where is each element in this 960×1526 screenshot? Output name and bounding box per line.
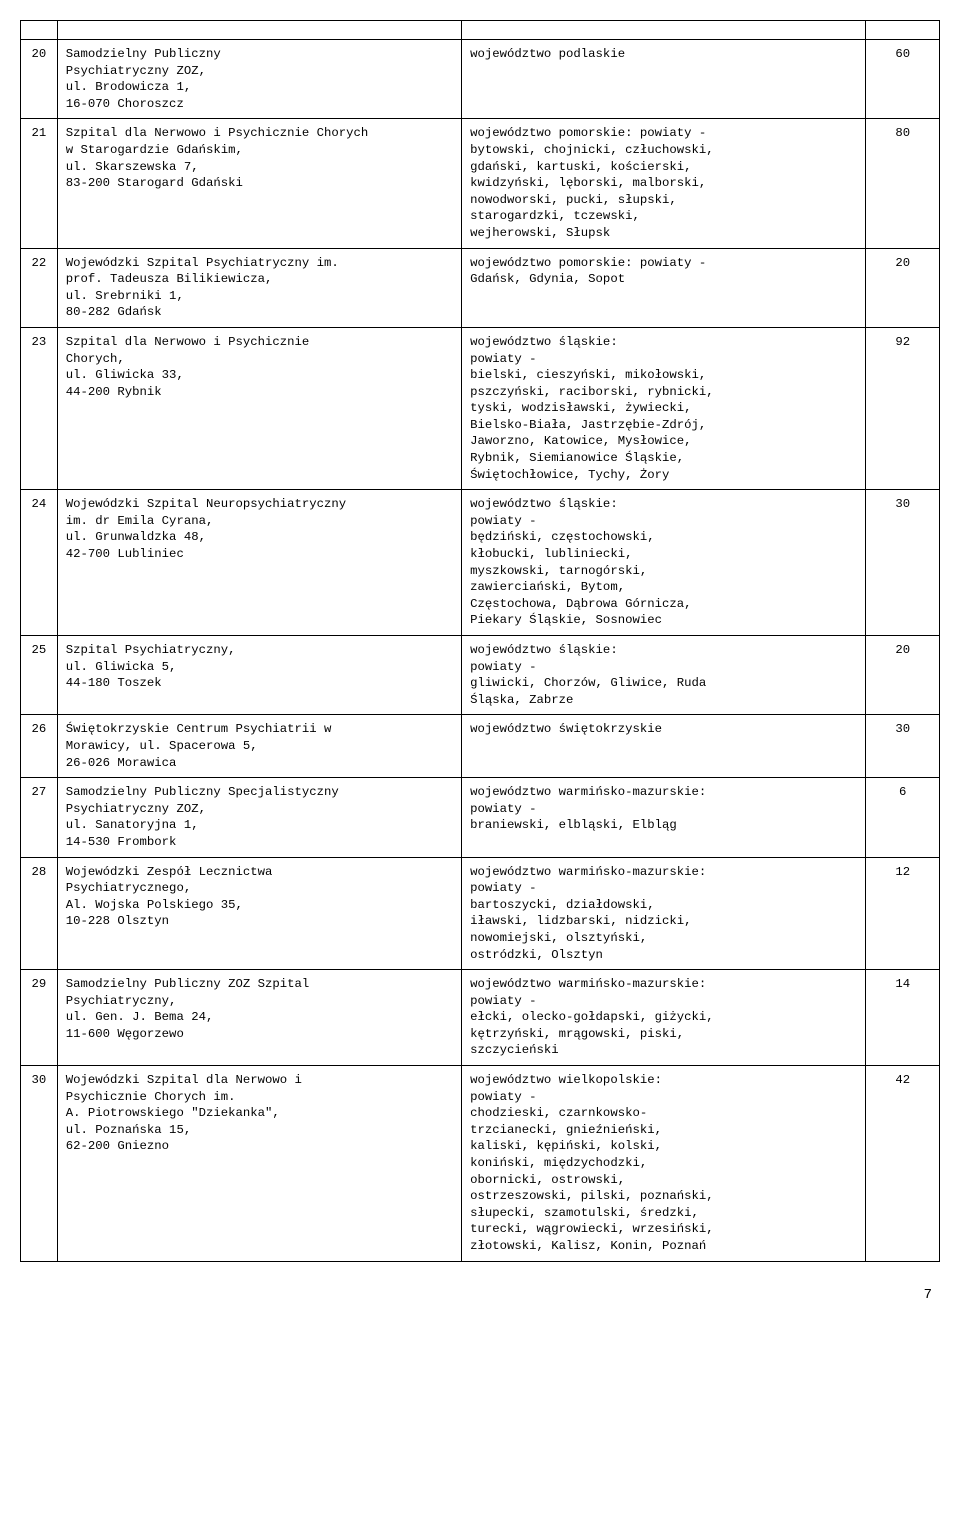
institution-cell: Szpital dla Nerwowo i Psychicznie Choryc…	[57, 327, 461, 489]
area-cell: województwo śląskie: powiaty - bielski, …	[462, 327, 866, 489]
row-number: 24	[21, 490, 58, 636]
hospitals-table: 20Samodzielny Publiczny Psychiatryczny Z…	[20, 20, 940, 1262]
header-cell	[462, 21, 866, 40]
table-row: 30Wojewódzki Szpital dla Nerwowo i Psych…	[21, 1066, 940, 1262]
area-cell: województwo świętokrzyskie	[462, 715, 866, 778]
area-cell: województwo warmińsko-mazurskie: powiaty…	[462, 970, 866, 1066]
value-cell: 80	[866, 119, 940, 248]
area-cell: województwo warmińsko-mazurskie: powiaty…	[462, 778, 866, 857]
table-row: 27Samodzielny Publiczny Specjalistyczny …	[21, 778, 940, 857]
institution-cell: Świętokrzyskie Centrum Psychiatrii w Mor…	[57, 715, 461, 778]
area-cell: województwo wielkopolskie: powiaty - cho…	[462, 1066, 866, 1262]
value-cell: 30	[866, 490, 940, 636]
row-number: 26	[21, 715, 58, 778]
header-cell	[21, 21, 58, 40]
value-cell: 92	[866, 327, 940, 489]
institution-cell: Wojewódzki Szpital dla Nerwowo i Psychic…	[57, 1066, 461, 1262]
value-cell: 6	[866, 778, 940, 857]
table-row: 23Szpital dla Nerwowo i Psychicznie Chor…	[21, 327, 940, 489]
area-cell: województwo śląskie: powiaty - będziński…	[462, 490, 866, 636]
row-number: 29	[21, 970, 58, 1066]
area-cell: województwo podlaskie	[462, 40, 866, 119]
row-number: 27	[21, 778, 58, 857]
area-cell: województwo pomorskie: powiaty - bytowsk…	[462, 119, 866, 248]
page-number: 7	[20, 1262, 940, 1305]
value-cell: 30	[866, 715, 940, 778]
table-header-empty-row	[21, 21, 940, 40]
table-row: 25Szpital Psychiatryczny, ul. Gliwicka 5…	[21, 636, 940, 715]
table-row: 26Świętokrzyskie Centrum Psychiatrii w M…	[21, 715, 940, 778]
institution-cell: Szpital Psychiatryczny, ul. Gliwicka 5, …	[57, 636, 461, 715]
value-cell: 12	[866, 857, 940, 970]
institution-cell: Wojewódzki Szpital Psychiatryczny im. pr…	[57, 248, 461, 327]
institution-cell: Samodzielny Publiczny Specjalistyczny Ps…	[57, 778, 461, 857]
row-number: 21	[21, 119, 58, 248]
row-number: 25	[21, 636, 58, 715]
value-cell: 42	[866, 1066, 940, 1262]
institution-cell: Samodzielny Publiczny Psychiatryczny ZOZ…	[57, 40, 461, 119]
value-cell: 14	[866, 970, 940, 1066]
table-body: 20Samodzielny Publiczny Psychiatryczny Z…	[21, 21, 940, 1262]
table-row: 20Samodzielny Publiczny Psychiatryczny Z…	[21, 40, 940, 119]
area-cell: województwo śląskie: powiaty - gliwicki,…	[462, 636, 866, 715]
table-row: 29Samodzielny Publiczny ZOZ Szpital Psyc…	[21, 970, 940, 1066]
table-row: 22Wojewódzki Szpital Psychiatryczny im. …	[21, 248, 940, 327]
institution-cell: Wojewódzki Zespół Lecznictwa Psychiatryc…	[57, 857, 461, 970]
row-number: 23	[21, 327, 58, 489]
table-row: 24Wojewódzki Szpital Neuropsychiatryczny…	[21, 490, 940, 636]
row-number: 30	[21, 1066, 58, 1262]
area-cell: województwo pomorskie: powiaty - Gdańsk,…	[462, 248, 866, 327]
header-cell	[57, 21, 461, 40]
institution-cell: Szpital dla Nerwowo i Psychicznie Choryc…	[57, 119, 461, 248]
header-cell	[866, 21, 940, 40]
row-number: 20	[21, 40, 58, 119]
row-number: 22	[21, 248, 58, 327]
value-cell: 20	[866, 636, 940, 715]
value-cell: 60	[866, 40, 940, 119]
area-cell: województwo warmińsko-mazurskie: powiaty…	[462, 857, 866, 970]
institution-cell: Samodzielny Publiczny ZOZ Szpital Psychi…	[57, 970, 461, 1066]
institution-cell: Wojewódzki Szpital Neuropsychiatryczny i…	[57, 490, 461, 636]
table-row: 28Wojewódzki Zespół Lecznictwa Psychiatr…	[21, 857, 940, 970]
table-row: 21Szpital dla Nerwowo i Psychicznie Chor…	[21, 119, 940, 248]
row-number: 28	[21, 857, 58, 970]
value-cell: 20	[866, 248, 940, 327]
